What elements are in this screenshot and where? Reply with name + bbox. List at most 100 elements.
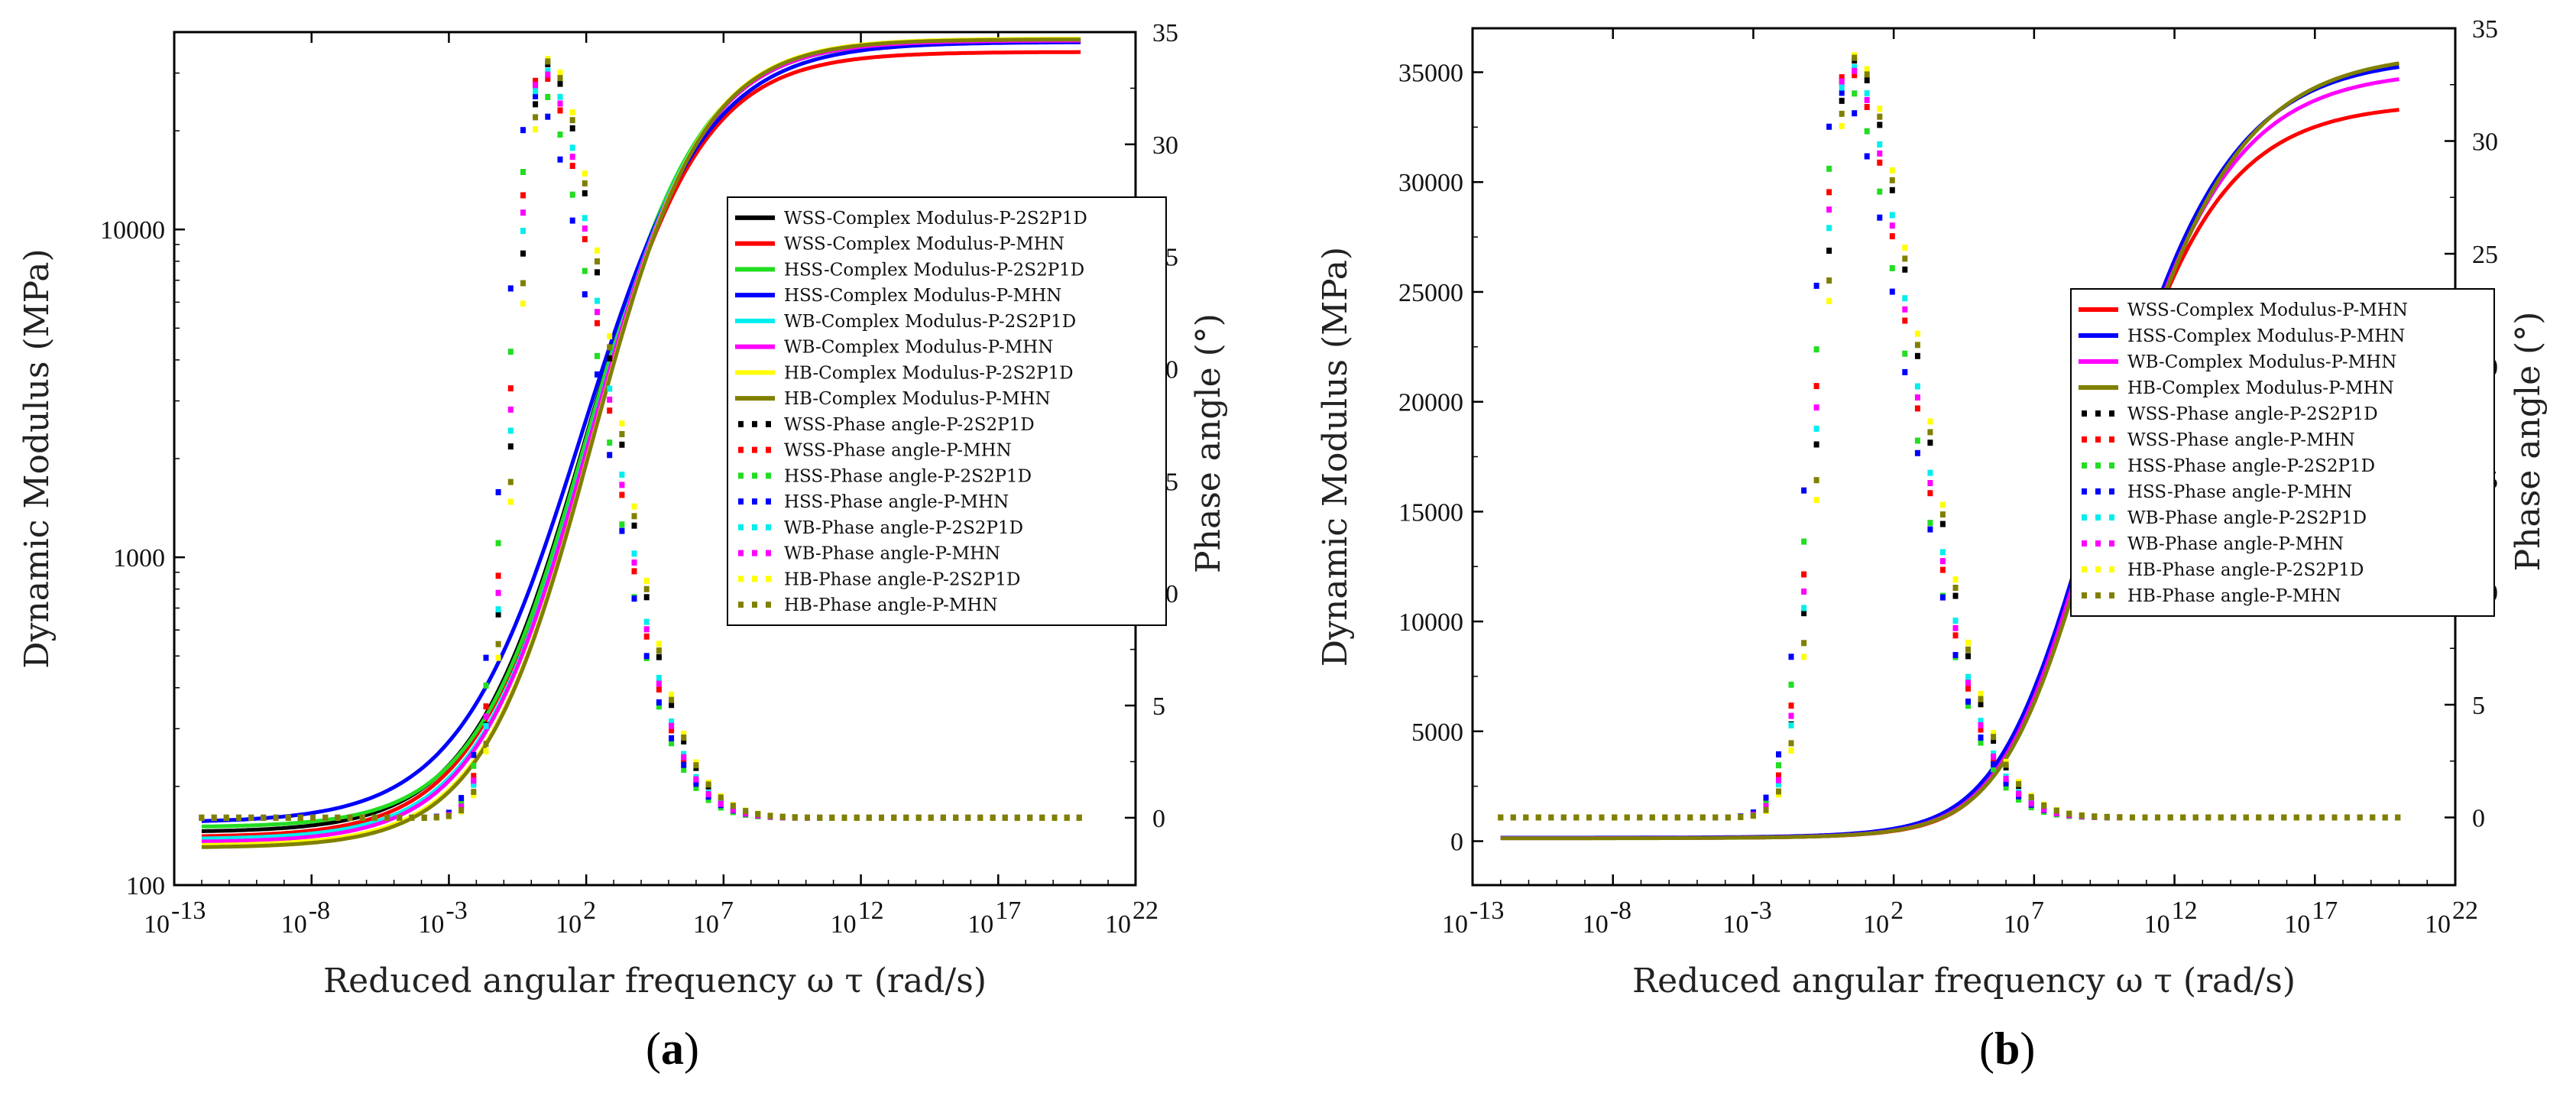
y-right-tick-label: 30 bbox=[1152, 131, 1178, 160]
panel-label: (b) bbox=[1979, 1023, 2035, 1074]
phase-angle-point bbox=[1813, 383, 1819, 390]
phase-angle-point bbox=[619, 482, 625, 488]
legend-dot-swatch bbox=[738, 472, 744, 479]
phase-angle-point bbox=[520, 228, 526, 235]
phase-angle-point bbox=[1877, 122, 1883, 128]
phase-angle-point bbox=[236, 814, 241, 821]
phase-angle-point bbox=[1864, 128, 1870, 135]
y-left-axis-title: Dynamic Modulus (MPa) bbox=[1316, 247, 1355, 667]
phase-angle-point bbox=[273, 814, 279, 821]
phase-angle-point bbox=[557, 70, 563, 76]
phase-angle-point bbox=[1788, 654, 1794, 660]
legend-dot-swatch bbox=[752, 576, 757, 582]
chart-panel-a: 10 -13 10 -8 10 -3 10 2 10 7 10 12 10 17 10 22100100010… bbox=[18, 19, 1228, 1074]
phase-angle-point bbox=[533, 101, 539, 108]
phase-angle-point bbox=[631, 568, 637, 575]
phase-angle-point bbox=[1889, 186, 1895, 193]
phase-angle-point bbox=[1877, 105, 1883, 112]
phase-angle-point bbox=[767, 812, 773, 819]
phase-angle-point bbox=[669, 696, 675, 703]
phase-angle-point bbox=[1927, 480, 1933, 486]
legend-dot-swatch bbox=[752, 498, 757, 505]
phase-angle-point bbox=[631, 513, 637, 520]
phase-angle-point bbox=[705, 796, 711, 803]
phase-angle-point bbox=[940, 814, 946, 821]
legend-dot-swatch bbox=[2109, 488, 2114, 495]
phase-angle-point bbox=[433, 814, 439, 821]
phase-angle-point bbox=[1978, 718, 1984, 725]
x-tick-exponent: -8 bbox=[1610, 897, 1631, 925]
legend-dot-swatch bbox=[2082, 488, 2087, 495]
phase-angle-point bbox=[483, 748, 489, 754]
y-right-tick-label: 30 bbox=[2472, 128, 2498, 157]
x-tick-exponent: -13 bbox=[171, 897, 206, 925]
legend-dot-swatch bbox=[738, 576, 744, 582]
phase-angle-point bbox=[211, 814, 217, 821]
phase-angle-point bbox=[483, 654, 489, 661]
legend-dot-swatch bbox=[2095, 436, 2101, 443]
phase-angle-point bbox=[495, 572, 501, 579]
phase-angle-point bbox=[643, 594, 650, 601]
legend-dot-swatch bbox=[738, 446, 744, 453]
y-left-axis-title: Dynamic Modulus (MPa) bbox=[18, 248, 57, 668]
phase-angle-point bbox=[681, 751, 687, 757]
phase-angle-point bbox=[1826, 165, 1832, 172]
phase-angle-point bbox=[533, 88, 539, 95]
phase-angle-point bbox=[2104, 813, 2110, 820]
y-left-tick-label: 5000 bbox=[1411, 718, 1463, 747]
phase-angle-point bbox=[1952, 592, 1959, 599]
legend-dot-swatch bbox=[2095, 540, 2101, 546]
phase-angle-point bbox=[582, 215, 588, 222]
phase-angle-point bbox=[1813, 404, 1819, 411]
phase-angle-point bbox=[1852, 90, 1858, 97]
phase-angle-point bbox=[1687, 814, 1693, 821]
y-left-tick-label: 20000 bbox=[1398, 389, 1463, 417]
phase-angle-point bbox=[1965, 698, 1971, 705]
phase-angle-point bbox=[1498, 814, 1504, 821]
phase-angle-point bbox=[1914, 330, 1920, 337]
phase-angle-point bbox=[1763, 794, 1769, 801]
x-axis-title: Reduced angular frequency ω τ (rad/s) bbox=[323, 962, 987, 1001]
plot-area bbox=[199, 37, 1082, 849]
legend-dot-swatch bbox=[2109, 540, 2114, 546]
x-tick-label: 10 bbox=[1863, 910, 1889, 939]
phase-angle-point bbox=[1978, 690, 1984, 697]
phase-angle-point bbox=[2395, 814, 2401, 821]
legend-dot-swatch bbox=[2095, 514, 2101, 521]
modulus-series-line bbox=[201, 40, 1081, 823]
x-tick-exponent: 17 bbox=[2312, 897, 2338, 925]
phase-angle-point bbox=[2243, 814, 2249, 821]
phase-angle-point bbox=[1965, 685, 1971, 692]
phase-angle-point bbox=[879, 814, 884, 821]
phase-angle-point bbox=[2155, 814, 2160, 821]
phase-angle-point bbox=[1839, 78, 1845, 85]
phase-angle-point bbox=[520, 250, 526, 257]
legend-dot-swatch bbox=[766, 602, 771, 608]
phase-angle-point bbox=[371, 814, 377, 821]
phase-angle-point bbox=[1939, 549, 1946, 556]
legend-entry: HB-Complex Modulus-P-2S2P1D bbox=[735, 363, 1074, 383]
phase-angle-point bbox=[1826, 297, 1832, 304]
phase-angle-point bbox=[1978, 735, 1984, 741]
phase-angle-point bbox=[1700, 814, 1706, 821]
x-tick-label: 10 bbox=[2144, 910, 2170, 939]
x-tick-exponent: -3 bbox=[1750, 897, 1771, 925]
phase-angle-point bbox=[718, 794, 724, 801]
phase-angle-point bbox=[2218, 814, 2224, 821]
phase-angle-point bbox=[359, 814, 365, 821]
phase-angle-point bbox=[520, 300, 526, 307]
phase-angle-point bbox=[1813, 441, 1819, 448]
phase-angle-point bbox=[681, 738, 687, 744]
phase-angle-point bbox=[520, 280, 526, 287]
phase-angle-point bbox=[595, 309, 600, 316]
legend-dot-swatch bbox=[766, 420, 771, 427]
phase-angle-point bbox=[2041, 806, 2047, 813]
phase-angle-point bbox=[1902, 317, 1908, 324]
legend-label: HSS-Phase angle-P-MHN bbox=[784, 492, 1009, 512]
x-axis-title: Reduced angular frequency ω τ (rad/s) bbox=[1632, 962, 2296, 1001]
x-tick-exponent: 2 bbox=[1891, 897, 1904, 925]
x-tick-label: 10 bbox=[1583, 910, 1609, 939]
phase-angle-point bbox=[705, 791, 711, 798]
y-left-tick-label: 15000 bbox=[1398, 498, 1463, 527]
phase-angle-point bbox=[458, 807, 465, 814]
